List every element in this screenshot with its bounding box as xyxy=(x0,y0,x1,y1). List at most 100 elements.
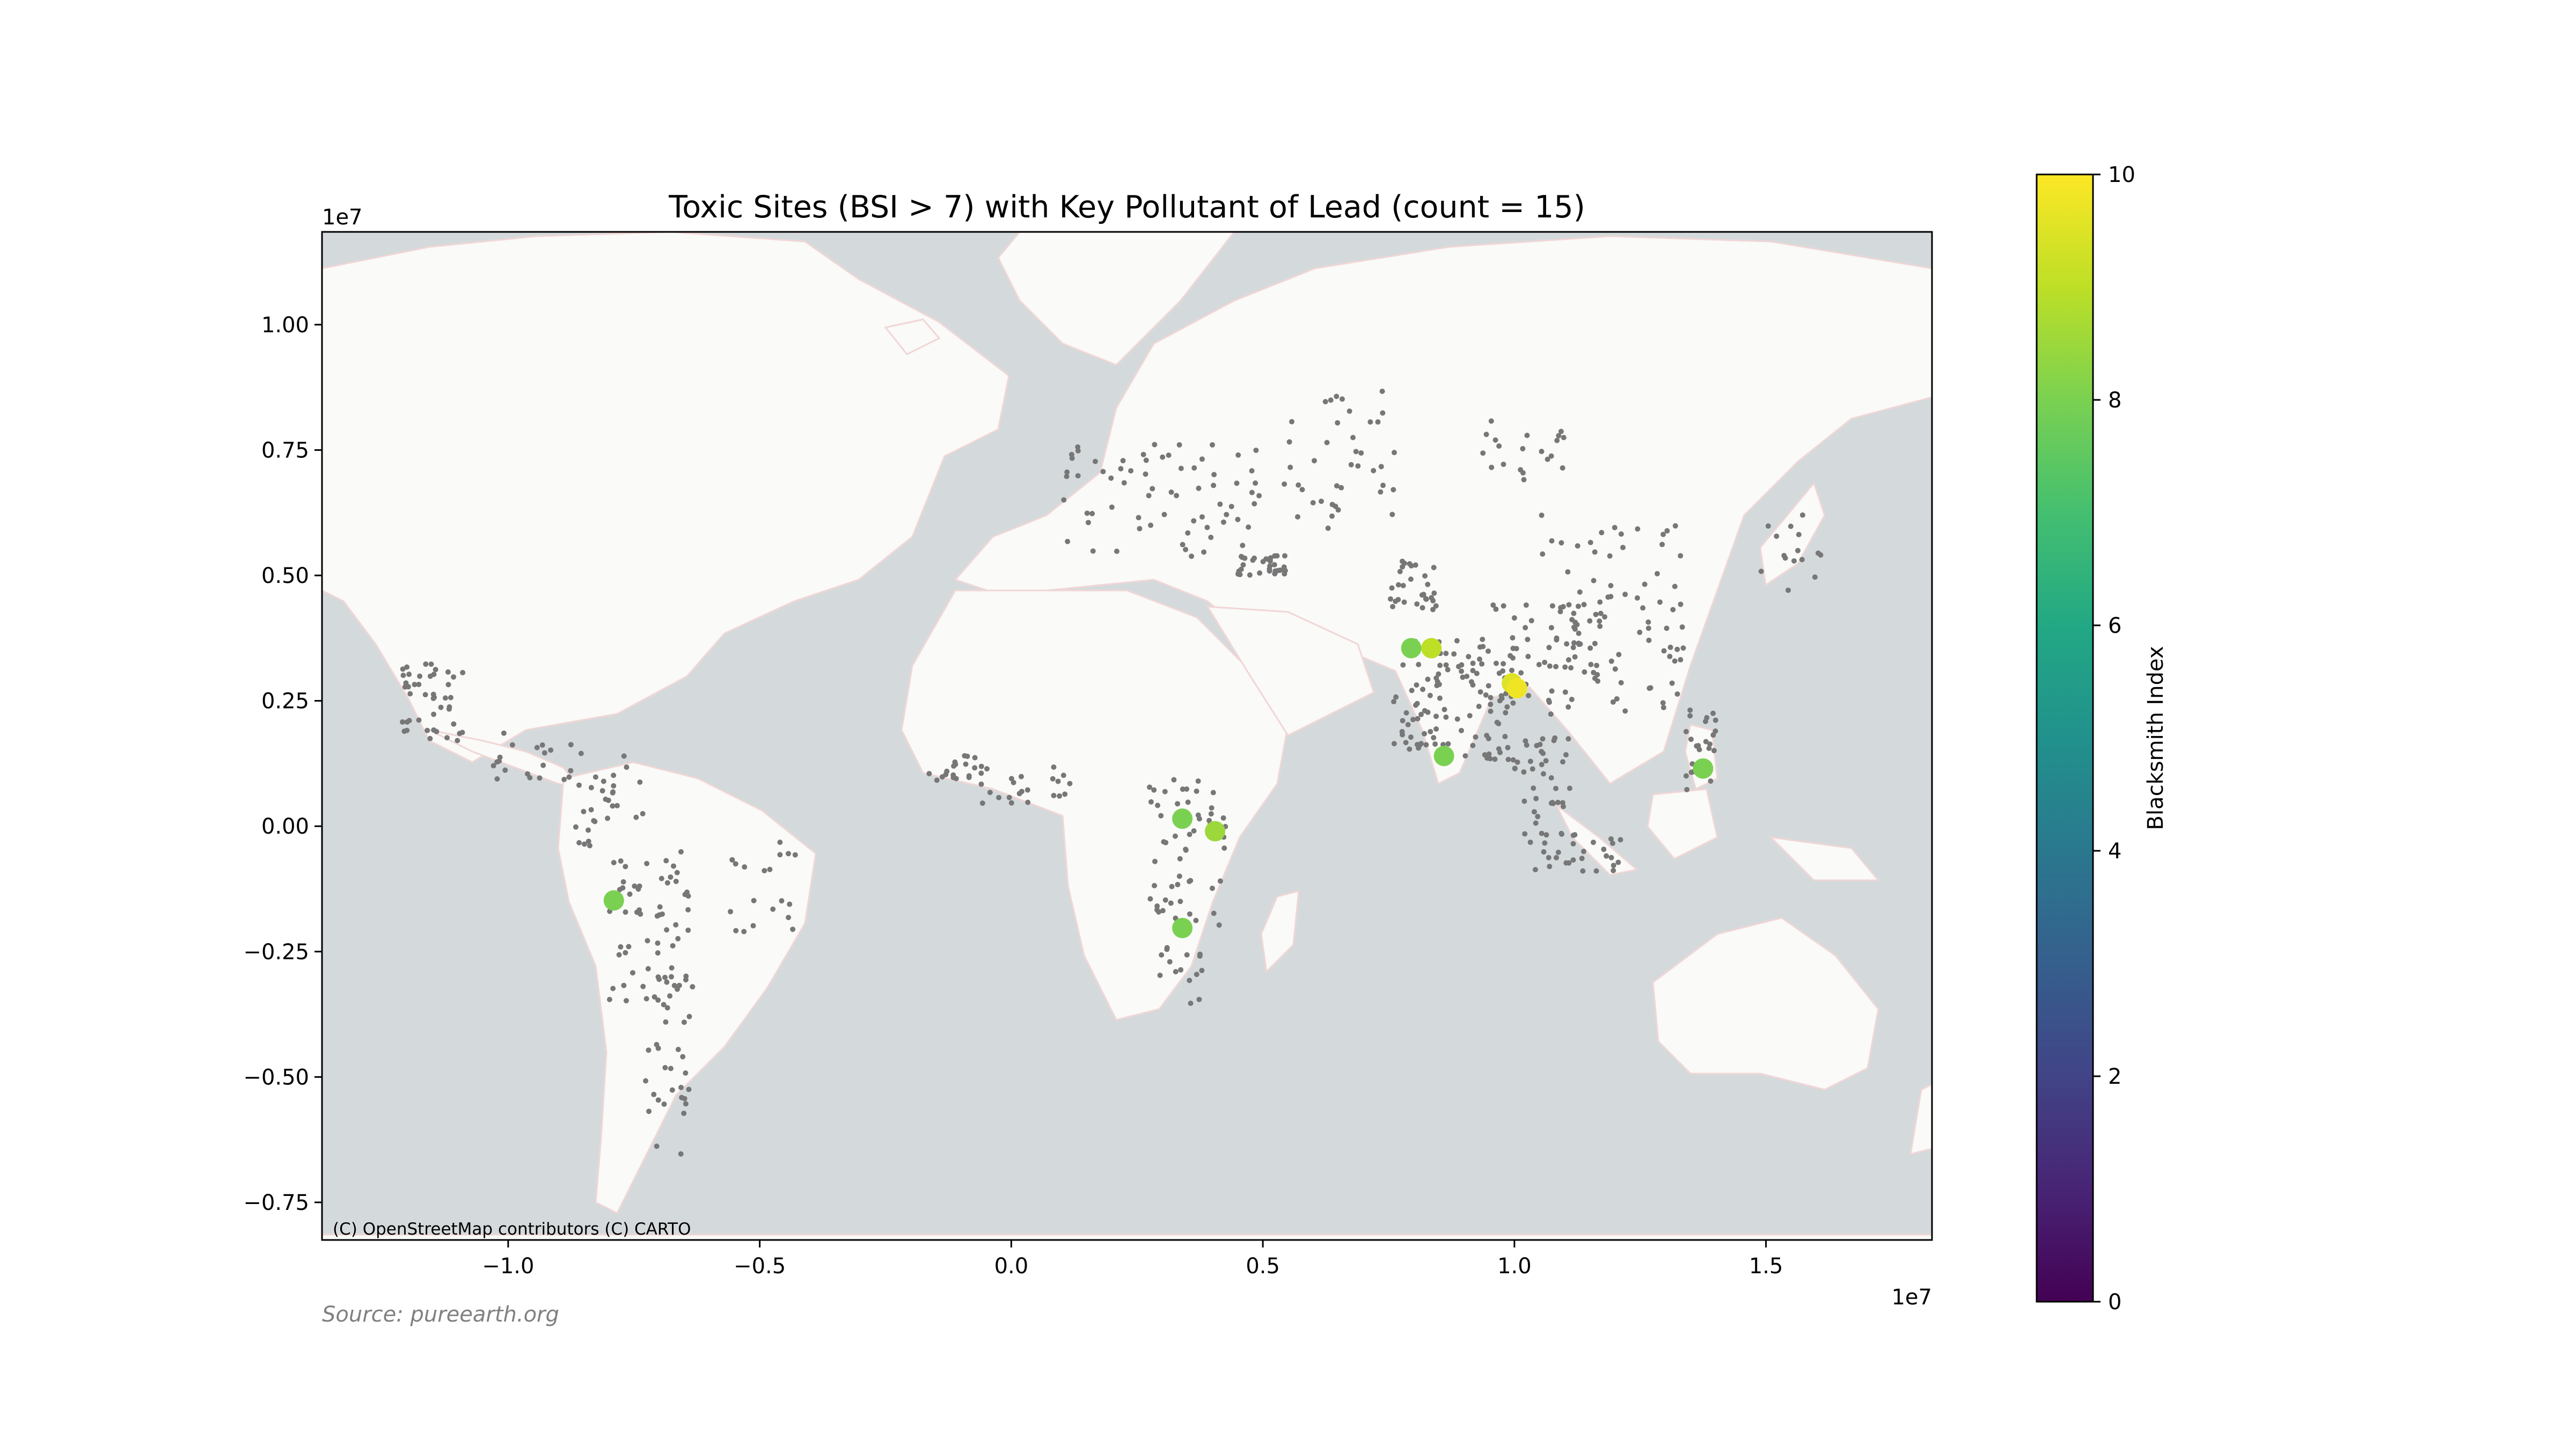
background-site-point xyxy=(685,907,691,913)
background-site-point xyxy=(1187,977,1192,983)
background-site-point xyxy=(1454,716,1460,722)
background-site-point xyxy=(1496,443,1502,449)
background-site-point xyxy=(1061,497,1067,503)
background-site-point xyxy=(1560,800,1565,806)
background-site-point xyxy=(1501,661,1506,667)
background-site-point xyxy=(603,796,609,802)
land-japan xyxy=(1759,481,1826,587)
background-site-point xyxy=(762,868,767,874)
background-site-point xyxy=(494,776,500,782)
background-site-point xyxy=(1683,773,1689,779)
background-site-point xyxy=(654,1143,660,1149)
background-site-point xyxy=(1561,435,1567,441)
land-south-america xyxy=(557,761,817,1215)
background-site-point xyxy=(951,763,957,769)
background-site-point xyxy=(1206,818,1212,823)
background-site-point xyxy=(1468,679,1474,685)
background-site-point xyxy=(1414,682,1419,688)
background-site-point xyxy=(1504,704,1510,710)
background-site-point xyxy=(1581,602,1587,608)
land-madagascar xyxy=(1260,890,1300,974)
background-site-point xyxy=(1389,585,1395,591)
background-site-point xyxy=(586,827,591,833)
background-site-point xyxy=(1795,548,1801,553)
background-site-point xyxy=(1510,635,1516,641)
background-site-point xyxy=(1492,437,1498,443)
highlighted-site-point xyxy=(1433,746,1454,767)
colorbar-tick-label: 0 xyxy=(2108,1290,2121,1315)
background-site-point xyxy=(1189,553,1195,559)
background-site-point xyxy=(1564,641,1570,647)
background-site-point xyxy=(1562,689,1568,695)
background-site-point xyxy=(1512,765,1518,771)
map-plot-area: (C) OpenStreetMap contributors (C) CARTO xyxy=(321,231,1933,1241)
map-title: Toxic Sites (BSI > 7) with Key Pollutant… xyxy=(668,189,1585,225)
background-site-point xyxy=(502,767,508,773)
background-site-point xyxy=(1437,662,1443,668)
background-site-point xyxy=(1556,433,1562,439)
background-site-point xyxy=(1174,493,1180,499)
background-site-point xyxy=(1612,666,1618,672)
background-site-point xyxy=(587,843,592,849)
background-site-point xyxy=(934,777,940,783)
background-site-point xyxy=(1238,553,1244,559)
background-site-point xyxy=(1533,796,1539,801)
background-site-point xyxy=(1234,480,1240,486)
background-site-point xyxy=(621,753,627,759)
background-site-point xyxy=(1570,645,1576,651)
background-site-point xyxy=(1608,658,1614,664)
background-site-point xyxy=(1324,440,1330,446)
background-site-point xyxy=(1194,789,1199,794)
background-site-point xyxy=(1407,746,1413,752)
background-site-point xyxy=(733,928,739,933)
background-site-point xyxy=(1571,610,1577,616)
background-site-point xyxy=(1267,568,1272,574)
background-site-point xyxy=(1488,695,1494,701)
background-site-point xyxy=(1642,581,1648,587)
background-site-point xyxy=(1557,609,1563,615)
background-site-point xyxy=(1710,710,1716,716)
background-site-point xyxy=(623,998,629,1004)
background-site-point xyxy=(1553,663,1559,669)
background-site-point xyxy=(611,772,617,778)
background-site-point xyxy=(1548,711,1554,717)
background-site-point xyxy=(1687,707,1693,713)
background-site-point xyxy=(996,794,1002,800)
background-site-point xyxy=(616,952,622,958)
background-site-point xyxy=(1459,668,1465,674)
background-site-point xyxy=(1217,878,1223,884)
background-site-point xyxy=(1431,565,1437,571)
background-site-point xyxy=(1454,638,1460,644)
background-site-point xyxy=(1587,539,1593,545)
background-site-point xyxy=(1548,625,1554,631)
background-site-point xyxy=(1477,656,1483,662)
background-site-point xyxy=(1459,727,1465,733)
background-site-point xyxy=(792,852,798,858)
background-site-point xyxy=(1488,709,1494,714)
background-site-point xyxy=(1684,786,1690,792)
background-site-point xyxy=(664,880,670,886)
background-site-point xyxy=(1011,779,1016,785)
background-site-point xyxy=(1563,860,1569,866)
background-site-point xyxy=(655,1045,661,1051)
background-site-point xyxy=(1460,674,1466,680)
background-site-point xyxy=(1597,599,1603,605)
background-site-point xyxy=(581,841,587,847)
background-site-point xyxy=(1707,741,1713,747)
background-site-point xyxy=(566,774,572,780)
background-site-point xyxy=(1425,676,1431,682)
background-site-point xyxy=(588,807,594,813)
background-site-point xyxy=(1560,759,1566,765)
background-site-point xyxy=(966,773,972,779)
background-site-point xyxy=(1576,630,1582,636)
background-site-point xyxy=(1479,661,1485,667)
background-site-point xyxy=(1173,969,1179,975)
background-site-point xyxy=(1539,512,1545,518)
background-site-point xyxy=(668,874,674,880)
background-site-point xyxy=(787,901,793,907)
background-site-point xyxy=(1346,408,1352,414)
background-site-point xyxy=(501,730,507,736)
background-site-point xyxy=(671,983,677,989)
highlighted-sites-layer xyxy=(603,638,1714,938)
background-site-point xyxy=(1518,670,1524,676)
